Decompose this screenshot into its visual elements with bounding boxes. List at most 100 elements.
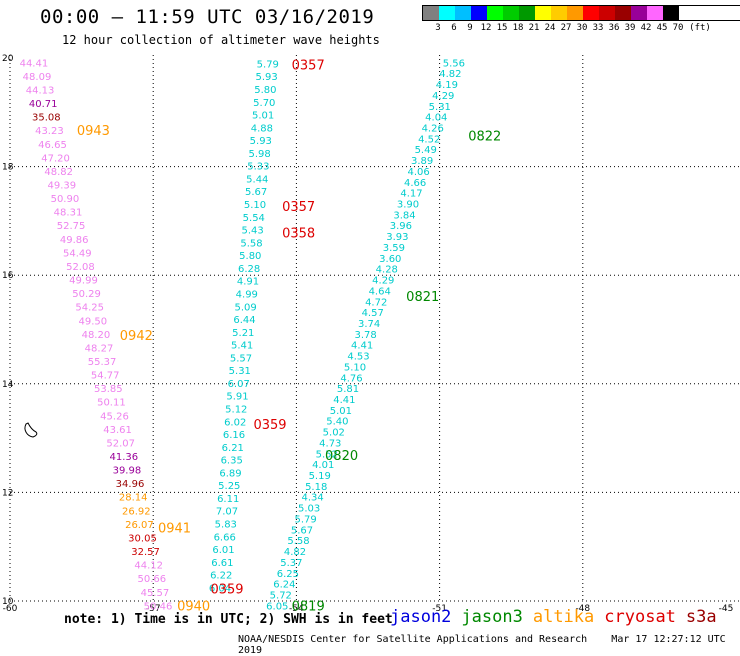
wave-height-value: 55.37 [88, 357, 117, 368]
satellite-legend: jason2 jason3 altika cryosat s3a [390, 607, 727, 627]
x-tick-label: -54 [289, 604, 304, 612]
wave-height-value: 3.60 [379, 254, 401, 265]
wave-height-value: 4.52 [418, 134, 440, 145]
pass-time-label: 0943 [77, 124, 110, 139]
wave-height-value: 4.82 [284, 547, 306, 558]
legend-swatch [503, 6, 519, 20]
legend-label: 21 [528, 23, 540, 33]
wave-height-value: 5.09 [234, 302, 256, 313]
legend-label: 27 [560, 23, 572, 33]
wave-height-value: 5.80 [239, 251, 261, 262]
wave-height-value: 52.08 [66, 262, 95, 273]
wave-height-value: 5.79 [257, 59, 279, 70]
y-tick-label: 12 [2, 488, 13, 498]
legend-swatch [423, 6, 439, 20]
legend-label: 33 [592, 23, 604, 33]
wave-height-value: 4.91 [237, 277, 259, 288]
wave-height-value: 48.82 [44, 167, 73, 178]
wave-height-value: 5.31 [429, 102, 451, 113]
wave-height-value: 40.71 [29, 99, 58, 110]
wave-height-value: 6.25 [277, 569, 299, 580]
legend-label: 45 [656, 23, 668, 33]
wave-height-value: 6.28 [238, 264, 260, 275]
pass-time-label: 0940 [177, 599, 210, 612]
wave-height-value: 49.39 [47, 181, 76, 192]
wave-height-value: 5.70 [253, 98, 275, 109]
wave-height-value: 6.89 [219, 468, 241, 479]
wave-height-value: 26.92 [122, 506, 151, 517]
island-outline [24, 422, 38, 438]
axis-labels: -60 -57 -54 -51 -48 -45 20 18 16 14 12 10 [2, 54, 733, 612]
wave-height-value: 44.12 [134, 561, 163, 572]
wave-height-value: 6.66 [214, 532, 236, 543]
wave-height-value: 4.29 [372, 276, 394, 287]
y-tick-label: 20 [2, 54, 14, 64]
wave-height-value: 5.21 [232, 328, 254, 339]
credits: NOAA/NESDIS Center for Satellite Applica… [238, 634, 740, 656]
wave-height-value: 4.72 [365, 297, 387, 308]
wave-height-value: 50.46 [144, 601, 173, 612]
legend-label: 24 [544, 23, 556, 33]
wave-height-value: 5.01 [252, 111, 274, 122]
legend-swatch [535, 6, 551, 20]
wave-height-value: 5.58 [287, 536, 309, 547]
legend-label: 18 [512, 23, 524, 33]
legend-swatch [519, 6, 535, 20]
wave-height-value: 5.40 [326, 417, 348, 428]
wave-height-value: 4.06 [407, 167, 429, 178]
wave-height-value: 50.11 [97, 398, 126, 409]
wave-height-value: 35.08 [32, 113, 61, 124]
wave-height-value: 5.37 [280, 558, 302, 569]
wave-height-value: 5.93 [255, 72, 277, 83]
wave-height-value: 26.07 [125, 520, 154, 531]
wave-height-value: 5.03 [298, 504, 320, 515]
x-tick-label: -48 [575, 604, 590, 612]
satellite-jason2: jason2 [390, 607, 452, 627]
wave-height-value: 48.20 [82, 330, 111, 341]
pass-time-label: 0942 [120, 329, 153, 344]
wave-height-value: 4.04 [425, 113, 447, 124]
wave-height-value: 47.20 [41, 153, 70, 164]
legend-swatch [647, 6, 663, 20]
wave-height-value: 5.43 [241, 226, 263, 237]
pass-time-label: 0821 [406, 290, 439, 305]
wave-height-value: 52.75 [57, 221, 86, 232]
map-grid [9, 55, 740, 602]
wave-height-value: 3.84 [393, 210, 415, 221]
legend-label: 36 [608, 23, 620, 33]
wave-height-value: 53.85 [94, 384, 123, 395]
wave-height-value: 5.02 [323, 428, 345, 439]
pass-time-label: 0822 [468, 130, 501, 145]
legend-label: 30 [576, 23, 588, 33]
legend-swatch [439, 6, 455, 20]
wave-height-value: 5.98 [248, 149, 270, 160]
wave-height-value: 4.34 [301, 493, 323, 504]
wave-height-value: 49.50 [78, 316, 107, 327]
wave-height-value: 43.23 [35, 126, 64, 137]
wave-height-value: 4.64 [369, 286, 391, 297]
wave-height-value: 3.89 [411, 156, 433, 167]
pass-time-label: 0357 [292, 59, 325, 74]
wave-height-value: 54.77 [91, 371, 120, 382]
wave-height-value: 5.18 [305, 482, 327, 493]
y-tick-label: 10 [2, 597, 14, 607]
wave-height-value: 6.05 [266, 601, 288, 612]
wave-height-value: 5.72 [270, 591, 292, 602]
legend-label: 12 [480, 23, 492, 33]
wave-height-value: 5.56 [443, 58, 465, 69]
legend-swatch [471, 6, 487, 20]
footer-note: note: 1) Time is in UTC; 2) SWH is in fe… [64, 612, 393, 627]
wave-height-value: 5.10 [344, 362, 366, 373]
wave-height-value: 4.99 [236, 290, 258, 301]
pass-time-label: 0941 [158, 522, 191, 537]
wave-height-value: 7.07 [216, 507, 238, 518]
wave-height-value: 45.26 [100, 411, 129, 422]
wave-height-value: 46.65 [38, 140, 67, 151]
pass-time-label: 0357 [282, 200, 315, 215]
wave-height-value: 6.44 [233, 315, 255, 326]
wave-height-value: 5.80 [254, 85, 276, 96]
wave-height-value: 6.21 [222, 443, 244, 454]
wave-height-value: 32.57 [131, 547, 160, 558]
legend-label: 39 [624, 23, 636, 33]
wave-height-value: 5.83 [215, 520, 237, 531]
